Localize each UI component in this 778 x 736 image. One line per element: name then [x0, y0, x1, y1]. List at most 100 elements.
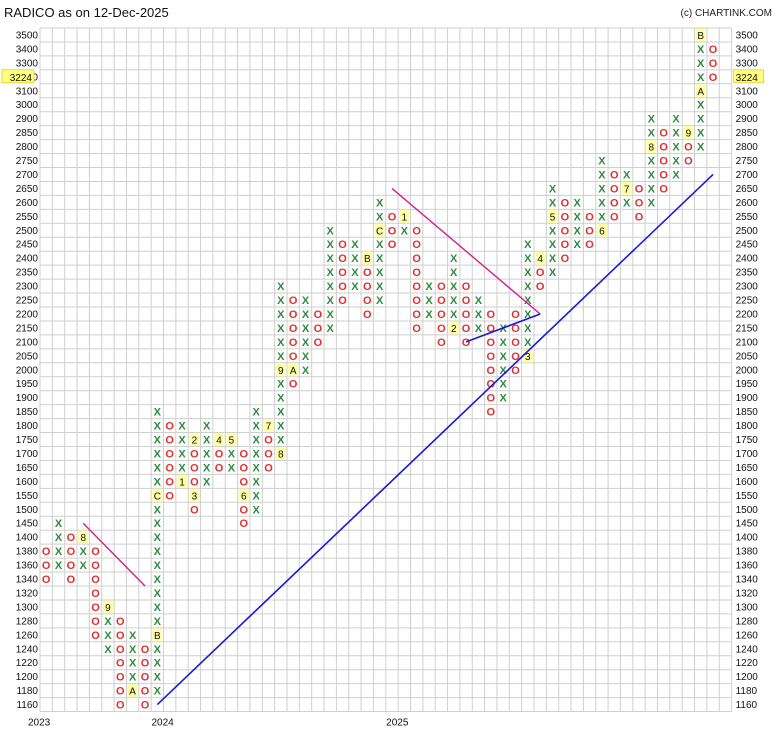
o-mark: O — [561, 253, 570, 265]
o-mark: O — [462, 309, 471, 321]
o-mark: O — [215, 448, 224, 460]
x-mark: X — [376, 281, 384, 293]
o-mark: O — [561, 225, 570, 237]
o-mark: O — [412, 267, 421, 279]
y-tick-label: 1300 — [736, 602, 759, 613]
o-mark: O — [141, 700, 150, 712]
month-marker-box — [522, 349, 533, 363]
month-marker: 3 — [192, 491, 198, 502]
x-mark: X — [154, 504, 162, 516]
o-mark: O — [141, 686, 150, 698]
o-mark: O — [486, 407, 495, 419]
y-tick-label: 1900 — [736, 393, 759, 404]
y-tick-label: 1280 — [736, 616, 759, 627]
x-mark: X — [672, 128, 680, 140]
y-tick-label: 2150 — [736, 323, 759, 334]
resistance-trendline — [82, 522, 146, 587]
o-mark: O — [486, 309, 495, 321]
x-mark: X — [425, 309, 433, 321]
x-mark: X — [203, 448, 211, 460]
x-mark: X — [450, 281, 458, 293]
y-tick-label: 1180 — [16, 686, 38, 697]
y-tick-label: 1220 — [16, 658, 39, 669]
x-mark: X — [598, 197, 606, 209]
x-mark: X — [499, 379, 507, 391]
x-mark: X — [648, 128, 656, 140]
o-mark: O — [289, 379, 298, 391]
x-mark: X — [672, 142, 680, 154]
x-mark: X — [154, 546, 162, 558]
x-mark: X — [351, 267, 359, 279]
o-mark: O — [42, 574, 51, 586]
month-marker-box — [177, 474, 188, 488]
x-mark: X — [252, 421, 260, 433]
month-marker-box — [238, 488, 249, 502]
x-mark: X — [327, 225, 335, 237]
x-mark: X — [524, 253, 532, 265]
month-marker: 9 — [686, 129, 692, 140]
x-mark: X — [450, 295, 458, 307]
y-tick-label: 1900 — [16, 393, 39, 404]
copyright: (c) CHARTINK.COM — [681, 8, 772, 19]
o-mark: O — [486, 365, 495, 377]
o-mark: O — [289, 351, 298, 363]
x-mark: X — [129, 672, 137, 684]
y-tick-label: 3000 — [736, 100, 759, 111]
o-mark: O — [215, 462, 224, 474]
x-mark: X — [327, 239, 335, 251]
support-trendline — [156, 173, 714, 706]
o-mark: O — [659, 156, 668, 168]
y-tick-label: 1850 — [16, 407, 39, 418]
x-mark: X — [327, 295, 335, 307]
x-mark: X — [376, 267, 384, 279]
o-mark: O — [289, 295, 298, 307]
x-mark: X — [252, 448, 260, 460]
month-marker: 8 — [278, 449, 284, 460]
y-tick-label: 2050 — [16, 351, 39, 362]
y-tick-label: 2250 — [736, 296, 759, 307]
x-mark: X — [277, 309, 285, 321]
o-mark: O — [412, 295, 421, 307]
x-mark: X — [154, 448, 162, 460]
o-mark: O — [264, 435, 273, 447]
x-mark: X — [376, 253, 384, 265]
y-tick-label: 1200 — [16, 672, 39, 683]
o-mark: O — [511, 351, 520, 363]
month-marker: B — [697, 31, 704, 42]
year-label: 2023 — [28, 718, 51, 729]
o-mark: O — [363, 309, 372, 321]
y-tick-label: 3500 — [16, 30, 39, 41]
x-mark: X — [598, 169, 606, 181]
x-mark: X — [524, 337, 532, 349]
y-tick-label: 2800 — [736, 142, 759, 153]
o-mark: O — [437, 295, 446, 307]
y-tick-label: 2750 — [16, 156, 39, 167]
last-price-label: 3224 — [736, 73, 759, 84]
o-mark: O — [437, 281, 446, 293]
o-mark: O — [338, 267, 347, 279]
month-marker: 1 — [402, 212, 408, 223]
o-mark: O — [42, 560, 51, 572]
y-tick-label: 2700 — [736, 170, 759, 181]
y-tick-label: 2500 — [736, 226, 759, 237]
x-mark: X — [154, 658, 162, 670]
x-mark: X — [302, 323, 310, 335]
x-mark: X — [524, 281, 532, 293]
y-tick-label: 2350 — [736, 268, 759, 279]
x-mark: X — [154, 462, 162, 474]
last-price-tag — [733, 69, 764, 84]
grid — [39, 27, 733, 713]
o-mark: O — [511, 323, 520, 335]
o-mark: O — [141, 672, 150, 684]
y-tick-label: 2750 — [736, 156, 759, 167]
month-marker: 3 — [525, 352, 531, 363]
x-mark: X — [351, 239, 359, 251]
x-mark: X — [549, 197, 557, 209]
x-mark: X — [80, 560, 88, 572]
o-mark: O — [239, 448, 248, 460]
x-mark: X — [697, 142, 705, 154]
x-axis: 2023 2024 2025 — [28, 718, 409, 729]
x-mark: X — [401, 225, 409, 237]
x-mark: X — [154, 686, 162, 698]
x-mark: X — [672, 169, 680, 181]
